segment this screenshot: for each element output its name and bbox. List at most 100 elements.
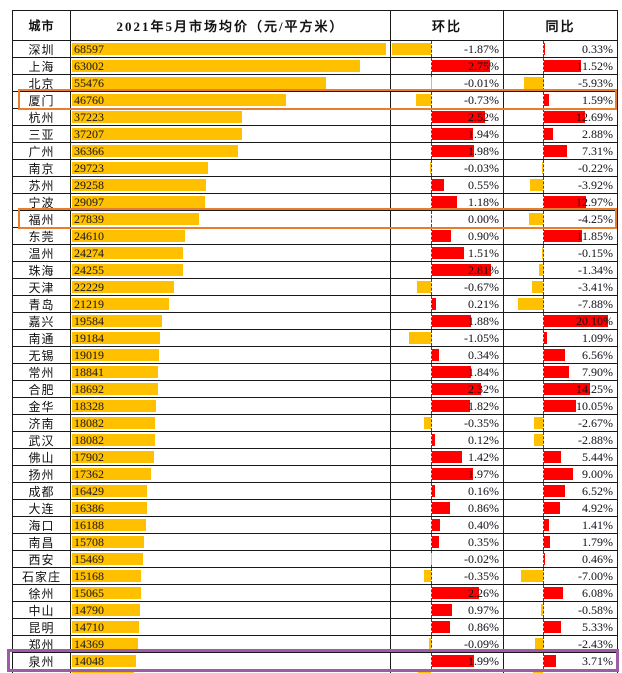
yoy-cell: 4.92% (504, 500, 617, 516)
negative-bar (530, 179, 543, 191)
price-cell: 15065 (71, 585, 391, 601)
city-name: 宁波 (28, 195, 55, 210)
table-row: 温州 24274 1.51% -0.15% (13, 245, 617, 262)
city-name-cell: 无锡 (13, 347, 71, 363)
mom-cell: 0.97% (391, 602, 504, 618)
mom-value: 0.97% (468, 603, 499, 617)
city-name: 三亚 (28, 127, 55, 142)
yoy-value: 0.33% (582, 42, 613, 56)
price-value: 15708 (74, 535, 104, 549)
mom-cell: 1.82% (391, 398, 504, 414)
price-bar (72, 621, 140, 633)
price-bar (72, 349, 160, 361)
header-mom: 环比 (391, 11, 504, 40)
mom-cell: 0.35% (391, 534, 504, 550)
mom-zero-axis (431, 160, 432, 176)
price-value: 18692 (74, 382, 104, 396)
mom-zero-axis (431, 517, 432, 533)
mom-cell: 1.99% (391, 653, 504, 669)
city-name-cell: 苏州 (13, 177, 71, 193)
table-row: 南京 29723 -0.03% -0.22% (13, 160, 617, 177)
mom-value: -1.87% (464, 42, 499, 56)
yoy-zero-axis (543, 330, 544, 346)
city-name: 西安 (28, 552, 55, 567)
city-name: 大连 (28, 501, 55, 516)
yoy-value: -0.58% (578, 603, 613, 617)
yoy-value: 6.52% (582, 484, 613, 498)
city-name-cell: 泉州 (13, 653, 71, 669)
price-cell: 14790 (71, 602, 391, 618)
city-name: 上海 (28, 59, 55, 74)
mom-zero-axis (431, 500, 432, 516)
city-name-cell: 深圳 (13, 41, 71, 57)
price-bar (72, 417, 155, 429)
price-bar (72, 485, 148, 497)
price-value: 63002 (74, 59, 104, 73)
table-row: 郑州 14369 -0.09% -2.43% (13, 636, 617, 653)
positive-bar (544, 145, 568, 157)
table-row: 武汉 18082 0.12% -2.88% (13, 432, 617, 449)
table-row: 无锡 19019 0.34% 6.56% (13, 347, 617, 364)
mom-zero-axis (431, 92, 432, 108)
yoy-zero-axis (543, 228, 544, 244)
city-name: 东莞 (28, 229, 55, 244)
mom-cell: 2.52% (391, 109, 504, 125)
city-name-cell: 昆明 (13, 619, 71, 635)
table-row: 成都 16429 0.16% 6.52% (13, 483, 617, 500)
mom-value: 1.82% (468, 399, 499, 413)
yoy-cell: 12.69% (504, 109, 617, 125)
mom-zero-axis (431, 534, 432, 550)
price-bar (72, 77, 326, 89)
price-cell: 22229 (71, 279, 391, 295)
table-body: 深圳 68597 -1.87% 0.33% 上海 63002 2.75% 11.52% 北京 55… (13, 41, 617, 673)
mom-cell: 1.88% (391, 313, 504, 329)
yoy-zero-axis (543, 211, 544, 227)
mom-cell: -1.05% (391, 330, 504, 346)
negative-bar (533, 434, 543, 446)
city-name: 南京 (28, 161, 55, 176)
price-bar (72, 128, 243, 140)
city-name: 泉州 (28, 654, 55, 669)
yoy-zero-axis (543, 500, 544, 516)
yoy-zero-axis (543, 347, 544, 363)
city-name: 福州 (28, 212, 55, 227)
positive-bar (544, 400, 577, 412)
mom-zero-axis (431, 245, 432, 261)
yoy-cell: 6.52% (504, 483, 617, 499)
price-value: 24255 (74, 263, 104, 277)
mom-cell: 2.32% (391, 381, 504, 397)
mom-zero-axis (431, 262, 432, 278)
negative-bar (538, 264, 543, 276)
mom-zero-axis (431, 432, 432, 448)
yoy-zero-axis (543, 534, 544, 550)
negative-bar (524, 77, 543, 89)
table-row: 石家庄 15168 -0.35% -7.00% (13, 568, 617, 585)
table-row: 常州 18841 1.84% 7.90% (13, 364, 617, 381)
mom-zero-axis (431, 228, 432, 244)
yoy-value: 3.71% (582, 654, 613, 668)
price-cell: 46760 (71, 92, 391, 108)
table-row: 徐州 15065 2.26% 6.08% (13, 585, 617, 602)
city-name-cell: 东莞 (13, 228, 71, 244)
table-row: 南昌 15708 0.35% 1.79% (13, 534, 617, 551)
price-value: 29723 (74, 161, 104, 175)
price-bar (72, 451, 154, 463)
price-value: 55476 (74, 76, 104, 90)
city-name-cell: 海口 (13, 517, 71, 533)
mom-zero-axis (431, 58, 432, 74)
price-value: 27839 (74, 212, 104, 226)
yoy-cell: 1.79% (504, 534, 617, 550)
price-bar (72, 434, 155, 446)
price-cell: 24610 (71, 228, 391, 244)
price-value: 15469 (74, 552, 104, 566)
city-name: 无锡 (28, 348, 55, 363)
yoy-zero-axis (543, 194, 544, 210)
positive-bar (544, 111, 585, 123)
mom-cell: 2.75% (391, 58, 504, 74)
mom-zero-axis (431, 551, 432, 567)
mom-value: 0.00% (468, 212, 499, 226)
yoy-cell: 6.08% (504, 585, 617, 601)
price-value: 14369 (74, 637, 104, 651)
negative-bar (429, 638, 431, 650)
positive-bar (432, 502, 451, 514)
